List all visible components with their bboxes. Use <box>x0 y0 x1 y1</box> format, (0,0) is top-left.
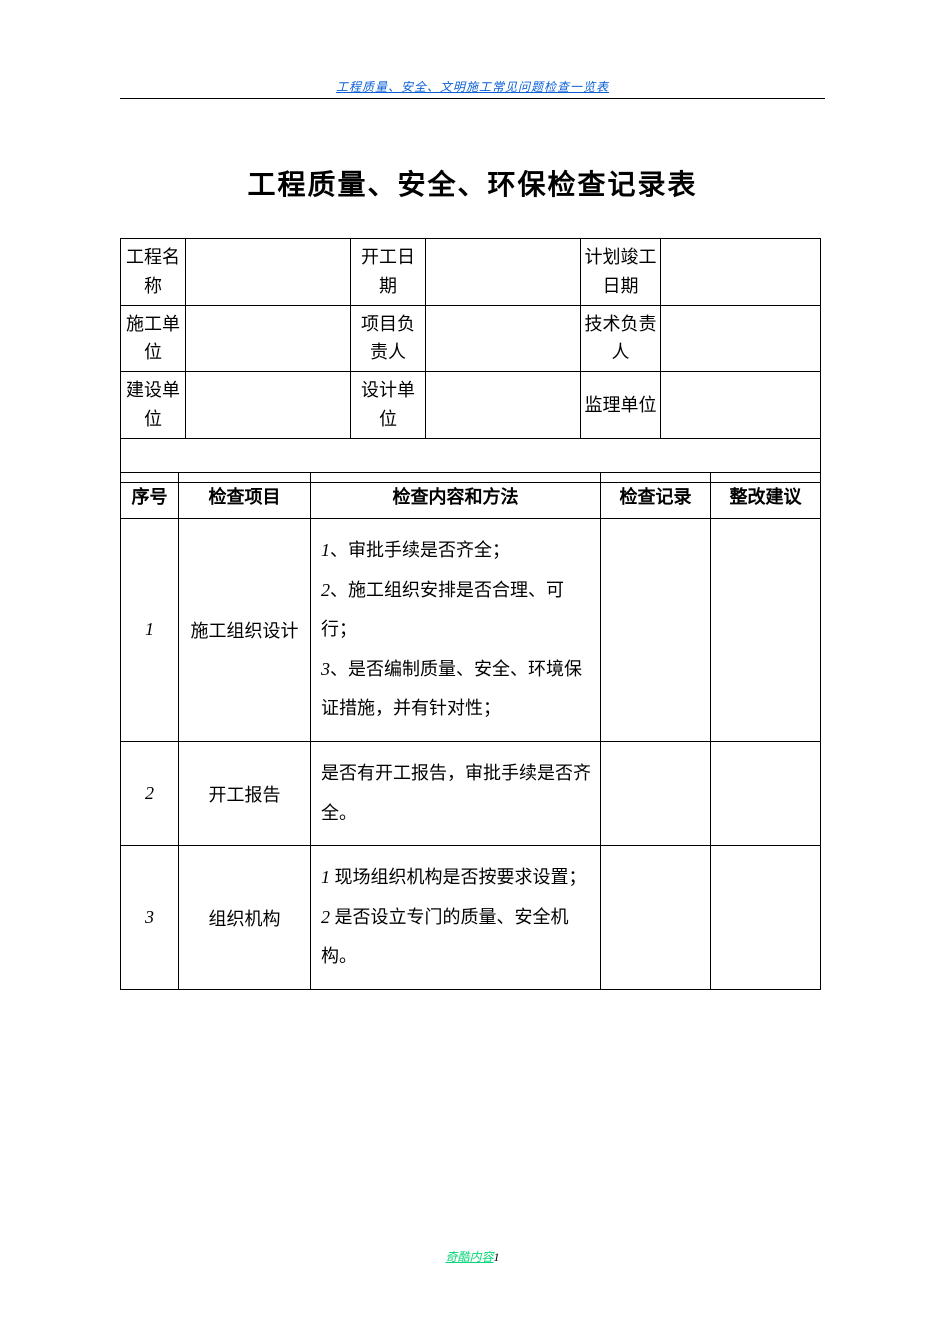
cell-record <box>601 846 711 990</box>
page-footer: 奇酷内容1 <box>445 1248 499 1265</box>
table-row: 施工单位 项目负责人 技术负责人 <box>121 305 821 372</box>
value-construction-unit <box>186 305 351 372</box>
header-rule <box>120 98 825 99</box>
value-tech-manager <box>661 305 821 372</box>
cell-item: 开工报告 <box>179 741 311 845</box>
cell-suggest <box>711 519 821 742</box>
label-build-unit: 建设单位 <box>121 372 186 439</box>
header-seq: 序号 <box>121 473 179 519</box>
value-completion-date <box>661 239 821 306</box>
cell-content: 是否有开工报告，审批手续是否齐全。 <box>311 741 601 845</box>
cell-record <box>601 519 711 742</box>
cell-seq: 3 <box>121 846 179 990</box>
header-item: 检查项目 <box>179 473 311 519</box>
cell-seq: 1 <box>121 519 179 742</box>
table-row: 2 开工报告 是否有开工报告，审批手续是否齐全。 <box>121 741 821 845</box>
value-design-unit <box>426 372 581 439</box>
value-start-date <box>426 239 581 306</box>
label-design-unit: 设计单位 <box>351 372 426 439</box>
cell-content: 1 现场组织机构是否按要求设置；2 是否设立专门的质量、安全机构。 <box>311 846 601 990</box>
page-title: 工程质量、安全、环保检查记录表 <box>247 163 697 203</box>
table-header-row: 序号 检查项目 检查内容和方法 检查记录 整改建议 <box>121 473 821 519</box>
label-project-name: 工程名称 <box>121 239 186 306</box>
header-record: 检查记录 <box>601 473 711 519</box>
value-supervision-unit <box>661 372 821 439</box>
table-row: 3 组织机构 1 现场组织机构是否按要求设置；2 是否设立专门的质量、安全机构。 <box>121 846 821 990</box>
table-row: 建设单位 设计单位 监理单位 <box>121 372 821 439</box>
check-items-table: 序号 检查项目 检查内容和方法 检查记录 整改建议 1 施工组织设计 1、审批手… <box>120 472 821 990</box>
footer-text: 奇酷内容 <box>445 1250 493 1264</box>
value-project-manager <box>426 305 581 372</box>
cell-content: 1、审批手续是否齐全；2、施工组织安排是否合理、可行；3、是否编制质量、安全、环… <box>311 519 601 742</box>
label-construction-unit: 施工单位 <box>121 305 186 372</box>
cell-suggest <box>711 741 821 845</box>
label-completion-date: 计划竣工日期 <box>581 239 661 306</box>
value-build-unit <box>186 372 351 439</box>
table-row: 工程名称 开工日期 计划竣工日期 <box>121 239 821 306</box>
label-supervision-unit: 监理单位 <box>581 372 661 439</box>
header-link: 工程质量、安全、文明施工常见问题检查一览表 <box>336 78 609 95</box>
footer-page: 1 <box>494 1250 500 1264</box>
header-content: 检查内容和方法 <box>311 473 601 519</box>
cell-item: 组织机构 <box>179 846 311 990</box>
project-info-table: 工程名称 开工日期 计划竣工日期 施工单位 项目负责人 技术负责人 建设单位 设… <box>120 238 821 483</box>
label-start-date: 开工日期 <box>351 239 426 306</box>
label-tech-manager: 技术负责人 <box>581 305 661 372</box>
label-project-manager: 项目负责人 <box>351 305 426 372</box>
cell-record <box>601 741 711 845</box>
table-row: 1 施工组织设计 1、审批手续是否齐全；2、施工组织安排是否合理、可行；3、是否… <box>121 519 821 742</box>
value-project-name <box>186 239 351 306</box>
cell-suggest <box>711 846 821 990</box>
header-suggest: 整改建议 <box>711 473 821 519</box>
cell-seq: 2 <box>121 741 179 845</box>
cell-item: 施工组织设计 <box>179 519 311 742</box>
